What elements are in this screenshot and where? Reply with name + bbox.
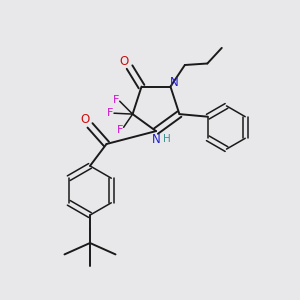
Text: F: F: [113, 95, 119, 105]
Text: F: F: [107, 108, 113, 118]
Text: H: H: [163, 134, 170, 144]
Text: O: O: [80, 113, 89, 127]
Text: N: N: [152, 133, 160, 146]
Text: N: N: [170, 76, 178, 89]
Text: F: F: [117, 125, 123, 135]
Text: O: O: [120, 55, 129, 68]
